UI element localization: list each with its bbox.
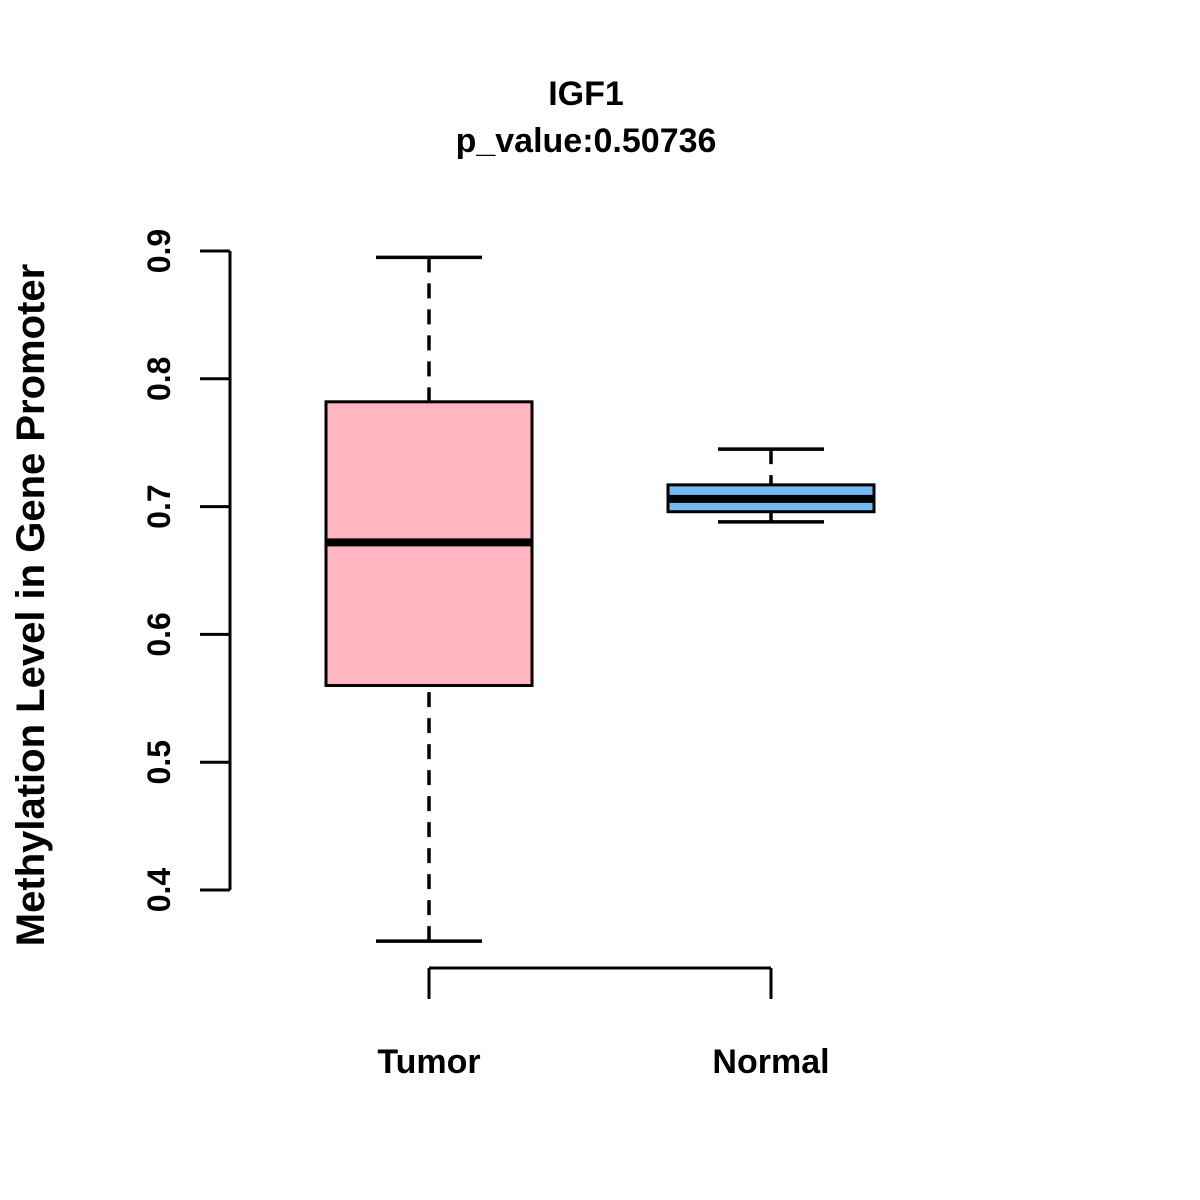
y-axis-tick-label: 0.9 — [141, 229, 177, 273]
boxplot-group-tumor — [324, 255, 534, 943]
y-axis-tick-label: 0.6 — [141, 612, 177, 656]
y-axis-tick-label: 0.5 — [141, 740, 177, 784]
chart-subtitle: p_value:0.50736 — [456, 122, 717, 160]
boxplot-group-normal — [666, 447, 876, 524]
chart-title: IGF1 — [548, 75, 624, 113]
y-axis-tick-label: 0.7 — [141, 484, 177, 528]
y-axis-tick-label: 0.8 — [141, 357, 177, 401]
category-label-tumor: Tumor — [377, 1043, 480, 1081]
y-axis-tick-label: 0.4 — [141, 868, 177, 913]
y-axis-label: Methylation Level in Gene Promoter — [9, 264, 53, 946]
plot-area: 0.4 0.5 0.6 0.7 0.8 0.9 Tumor Normal — [141, 229, 876, 1081]
category-label-normal: Normal — [712, 1043, 829, 1081]
